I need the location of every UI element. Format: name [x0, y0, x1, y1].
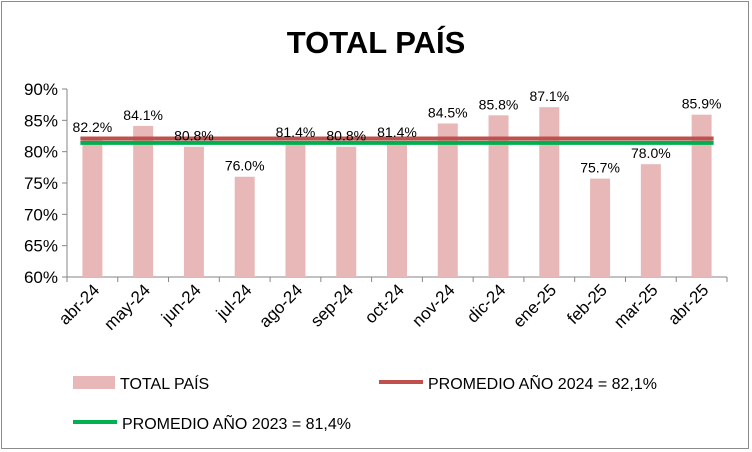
legend-label-promedio-2024: PROMEDIO AÑO 2024 = 82,1% — [428, 373, 657, 393]
data-label: 81.4% — [377, 124, 417, 140]
legend-label-promedio-2023: PROMEDIO AÑO 2023 = 81,4% — [122, 413, 351, 433]
x-tick-label: may-24 — [100, 280, 154, 334]
data-label: 75.7% — [580, 160, 620, 176]
data-label: 78.0% — [631, 145, 671, 161]
bar — [387, 142, 407, 277]
data-label: 82.2% — [73, 119, 113, 135]
data-label: 81.4% — [276, 124, 316, 140]
x-tick-label: mar-25 — [610, 280, 662, 332]
bar — [82, 137, 103, 277]
data-label: 76.0% — [225, 158, 265, 174]
data-label: 85.8% — [479, 96, 519, 112]
data-label: 84.5% — [428, 104, 468, 120]
bars — [82, 107, 712, 278]
y-tick-label: 70% — [24, 205, 58, 224]
y-tick-label: 90% — [24, 80, 58, 99]
bar — [640, 164, 661, 277]
x-tick-label: dic-24 — [463, 280, 509, 326]
y-tick-label: 80% — [24, 143, 58, 162]
bar — [488, 115, 509, 277]
x-tick-label: jul-24 — [212, 280, 256, 324]
bar — [285, 142, 306, 277]
data-label: 84.1% — [123, 107, 163, 123]
bar — [437, 123, 458, 277]
x-tick-label: abr-24 — [55, 280, 103, 328]
bar — [691, 114, 712, 278]
y-tick-label: 65% — [24, 237, 58, 256]
y-tick-label: 60% — [24, 268, 58, 287]
bar — [336, 146, 357, 277]
data-label: 80.8% — [326, 128, 366, 144]
data-labels: 82.2% 84.1% 80.8% 76.0% 81.4% 80.8% 81.4% 84.5%… — [73, 88, 722, 175]
data-label: 87.1% — [529, 88, 569, 104]
legend-swatch-total-pais — [73, 376, 115, 389]
x-tick-label: nov-24 — [408, 280, 458, 330]
x-tick-label: sep-24 — [307, 280, 357, 330]
x-tick-label: abr-25 — [664, 280, 712, 328]
bar — [539, 107, 560, 277]
legend-label-total-pais: TOTAL PAÍS — [120, 374, 209, 393]
y-tick-label: 75% — [24, 174, 58, 193]
y-tick-label: 85% — [24, 111, 58, 130]
chart-title: TOTAL PAÍS — [287, 25, 466, 60]
x-tick-label: ene-25 — [509, 280, 560, 331]
data-label: 85.9% — [682, 96, 722, 112]
x-tick-label: ago-24 — [255, 280, 306, 331]
x-tick-label: feb-25 — [563, 280, 611, 328]
bar — [590, 178, 611, 277]
data-label: 80.8% — [174, 128, 214, 144]
bar — [133, 125, 154, 278]
average-lines — [80, 136, 714, 145]
x-tick-label: oct-24 — [361, 280, 408, 327]
bar — [183, 146, 204, 277]
bar — [234, 176, 255, 277]
legend: TOTAL PAÍS PROMEDIO AÑO 2024 = 82,1% PROME… — [73, 373, 657, 433]
x-tick-label: jun-24 — [157, 280, 205, 328]
